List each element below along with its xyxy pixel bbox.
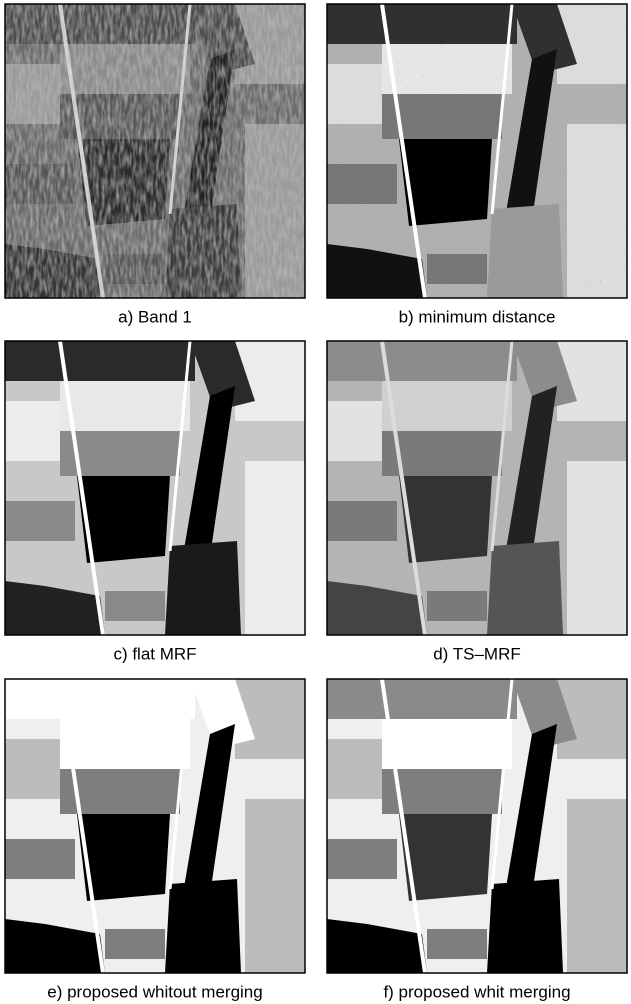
caption: e) proposed whitout merging [47,982,262,1001]
image-panel [327,4,627,298]
region [5,341,195,381]
region [245,461,305,635]
region [327,401,382,461]
region [60,381,190,431]
region [327,501,397,541]
caption: b) minimum distance [399,307,556,326]
texture [5,4,305,298]
image [327,341,627,635]
region [5,501,75,541]
texture [327,4,627,298]
region [382,381,512,431]
region [105,591,165,621]
region [5,679,195,719]
region [567,799,627,973]
image [5,4,305,298]
caption: a) Band 1 [118,307,192,326]
region [5,739,60,799]
image [327,679,627,973]
region [327,839,397,879]
image-panel [327,341,627,635]
region [427,591,487,621]
region [487,541,563,635]
image [327,4,627,298]
region [327,739,382,799]
region [60,719,190,769]
image-panel [5,4,305,298]
caption: f) proposed whit merging [383,982,570,1001]
region [327,679,517,719]
region [487,879,563,973]
region [327,341,517,381]
caption: c) flat MRF [113,644,196,663]
region [427,929,487,959]
figure: a) Band 1 b) minimum distance c) flat MRF d… [0,0,631,1004]
image [5,341,305,635]
region [245,799,305,973]
caption: d) TS–MRF [433,644,521,663]
region [5,839,75,879]
region [105,929,165,959]
image-panel [5,341,305,635]
region [567,461,627,635]
image-panel [5,679,305,973]
figure-canvas: a) Band 1 b) minimum distance c) flat MRF d… [0,0,631,1004]
region [165,879,241,973]
image [5,679,305,973]
region [5,401,60,461]
image-panel [327,679,627,973]
region [382,719,512,769]
region [165,541,241,635]
